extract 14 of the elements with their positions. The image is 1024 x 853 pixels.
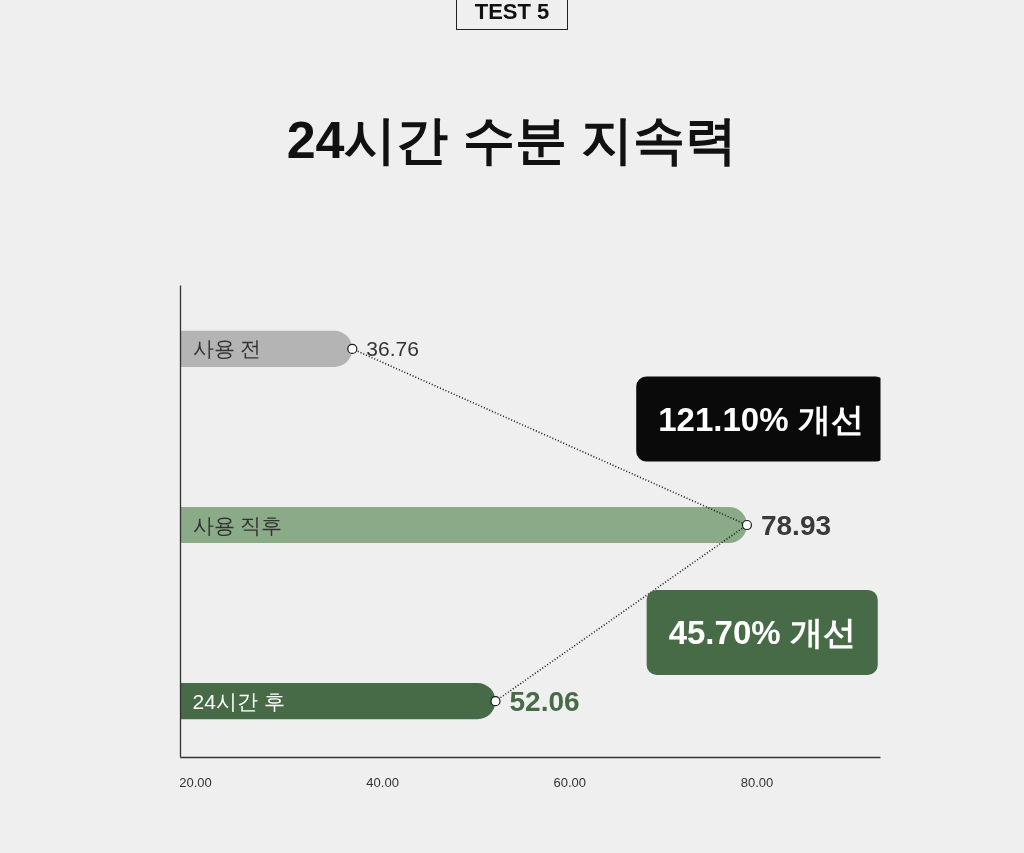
- chart-title: 24시간 수분 지속력: [285, 110, 739, 171]
- y-tick-label: 24시간 후: [192, 689, 285, 713]
- data-label: 78.93: [760, 509, 832, 541]
- x-tick-label: 60.00: [553, 774, 587, 790]
- y-tick-label: 사용 전: [192, 337, 262, 361]
- y-tick-label: 사용 직후: [192, 513, 283, 537]
- x-tick-label: 20.00: [179, 774, 212, 790]
- x-tick-label: 40.00: [366, 774, 399, 790]
- data-label: 52.06: [509, 685, 580, 717]
- annotation: 121.10% 개선: [658, 400, 864, 438]
- chart-subtitle: TEST 5: [455, 0, 569, 30]
- x-tick-label: 80.00: [740, 774, 774, 790]
- annotation: 45.70% 개선: [668, 613, 856, 651]
- data-label: 36.76: [366, 336, 419, 360]
